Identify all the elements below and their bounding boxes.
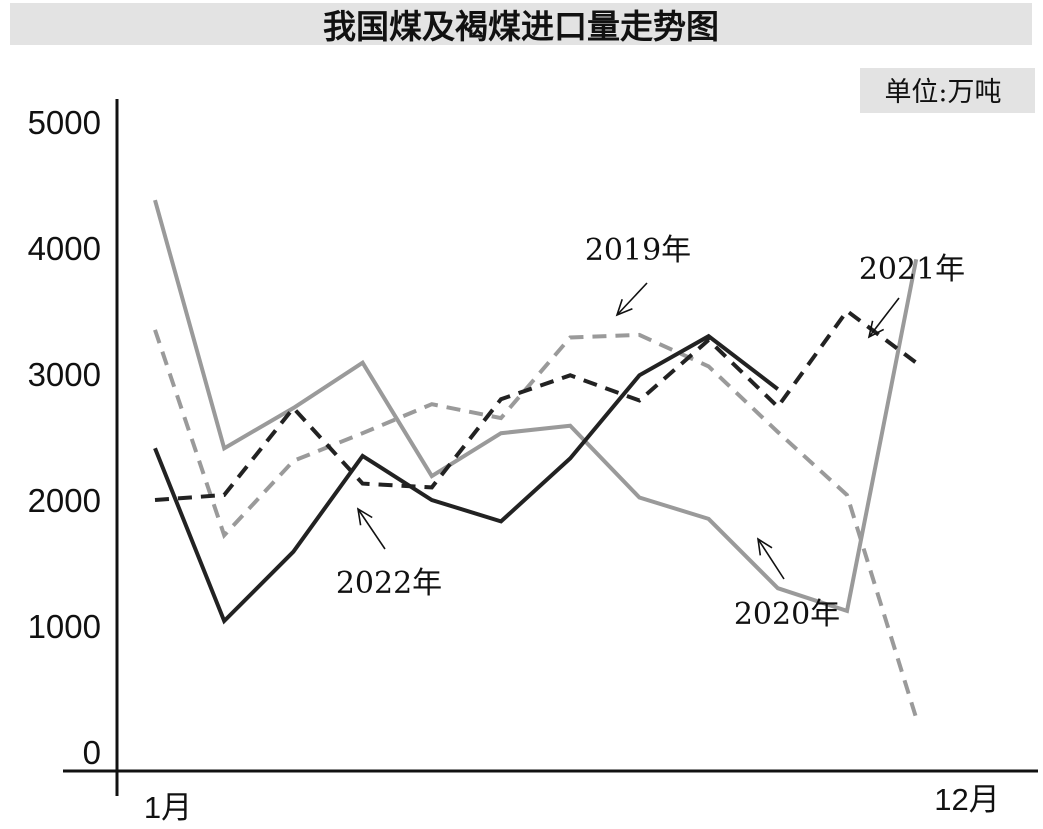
series-line-2020 xyxy=(153,199,919,614)
y-tick-label: 5000 xyxy=(28,104,101,141)
annotation-label: 2020年 xyxy=(734,597,840,632)
annotation-arrow xyxy=(616,282,648,316)
annotation-label: 2019年 xyxy=(585,233,691,268)
annotation-arrowhead xyxy=(867,320,885,339)
annotation-arrow xyxy=(868,297,900,338)
annotation-arrowhead xyxy=(615,299,633,317)
y-tick-label: 0 xyxy=(83,734,101,771)
annotation-label: 2021年 xyxy=(859,252,965,287)
series-line-2022 xyxy=(153,333,780,625)
annotation-arrowhead xyxy=(356,507,373,526)
annotation-label: 2022年 xyxy=(336,566,442,601)
annotation-arrowhead xyxy=(756,537,773,556)
series-line-2019 xyxy=(153,329,919,719)
series-lines xyxy=(153,199,919,719)
chart-title: 我国煤及褐煤进口量走势图 xyxy=(323,7,719,46)
series-line-2021 xyxy=(154,308,918,502)
y-tick-label: 2000 xyxy=(28,482,101,519)
series-annotations: 2019年 2021年 2022年 2020年 xyxy=(336,233,965,632)
y-tick-label: 3000 xyxy=(28,356,101,393)
unit-label: 单位:万吨 xyxy=(884,77,1001,108)
title-band xyxy=(10,3,1032,45)
x-tick-label: 12月 xyxy=(934,782,999,817)
annotation-arrow xyxy=(357,508,386,550)
unit-label-band xyxy=(860,68,1035,113)
y-tick-labels: 0 1000 2000 3000 4000 5000 xyxy=(28,104,101,771)
annotation-arrow xyxy=(757,538,785,580)
y-tick-label: 4000 xyxy=(28,230,101,267)
y-tick-label: 1000 xyxy=(28,608,101,645)
x-tick-label: 1月 xyxy=(144,790,192,825)
x-tick-labels: 1月 12月 xyxy=(144,782,1000,825)
